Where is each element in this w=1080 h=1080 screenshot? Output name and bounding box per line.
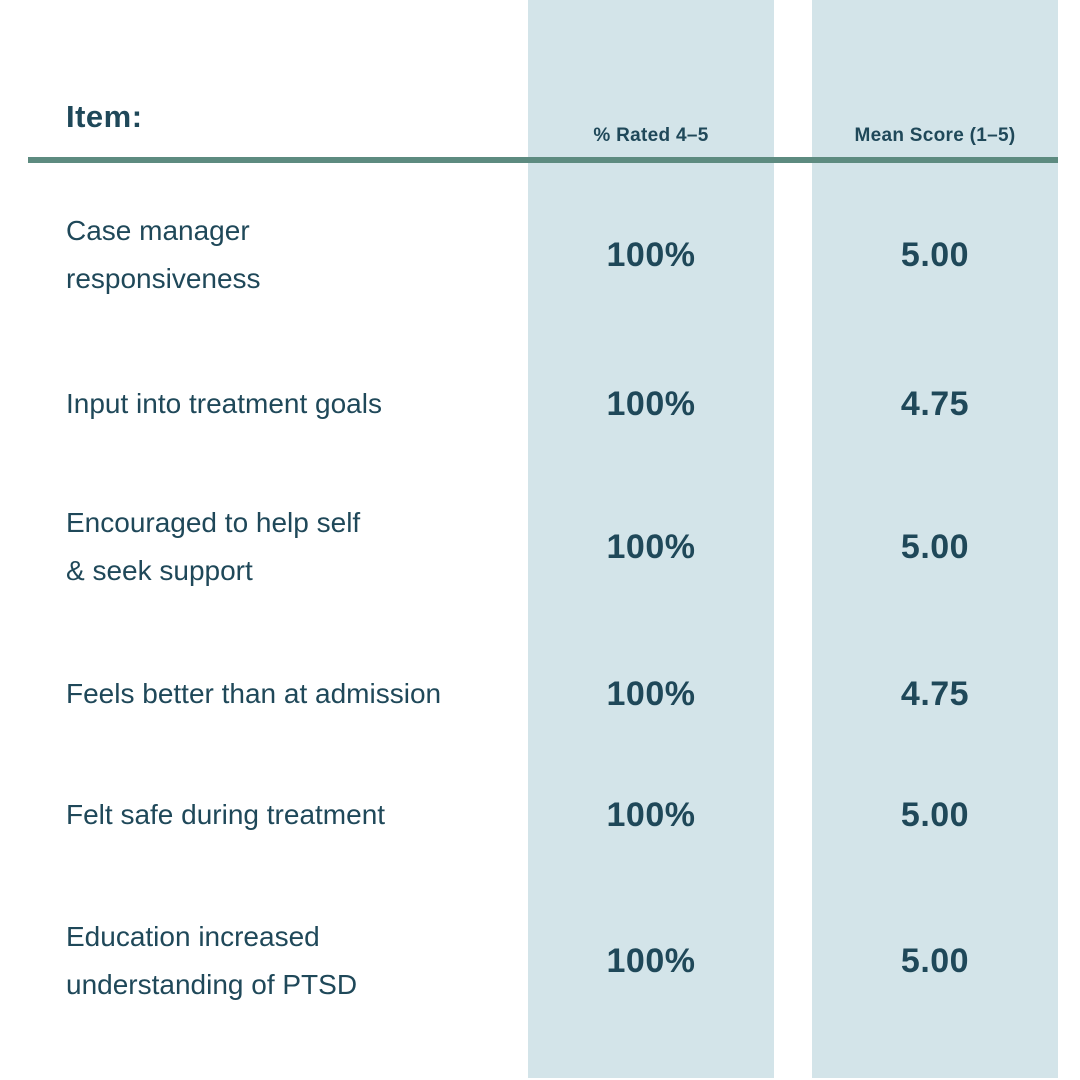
row-item-label: Case manager responsiveness [66, 215, 261, 294]
table-row: Education increased understanding of PTS… [0, 875, 1080, 1047]
header-divider-line [28, 157, 1058, 163]
mean-score-column-band [812, 0, 1058, 1078]
table-row: Input into treatment goals 100% 4.75 [0, 347, 1080, 461]
row-mean-score-value: 5.00 [900, 235, 970, 274]
row-pct-rated-value: 100% [606, 527, 696, 566]
row-pct-rated-value: 100% [606, 941, 696, 980]
row-pct-rated-value: 100% [606, 674, 696, 713]
table-row: Felt safe during treatment 100% 5.00 [0, 755, 1080, 875]
row-mean-score-value: 4.75 [900, 384, 970, 423]
row-mean-score-value: 5.00 [900, 795, 970, 834]
row-mean-score-value: 5.00 [900, 527, 970, 566]
row-mean-score-value: 5.00 [900, 941, 970, 980]
table-header-row: Item: % Rated 4–5 Mean Score (1–5) [0, 0, 1080, 157]
row-pct-rated-value: 100% [606, 384, 696, 423]
table-body: Case manager responsiveness 100% 5.00 In… [0, 163, 1080, 1047]
table-row: Feels better than at admission 100% 4.75 [0, 633, 1080, 755]
table-row: Encouraged to help self & seek support 1… [0, 461, 1080, 633]
table-row: Case manager responsiveness 100% 5.00 [0, 163, 1080, 347]
row-item-label: Input into treatment goals [66, 388, 382, 419]
row-pct-rated-value: 100% [606, 795, 696, 834]
pct-rated-column-band [528, 0, 774, 1078]
row-item-label: Education increased understanding of PTS… [66, 921, 358, 1000]
pct-rated-column-header: % Rated 4–5 [593, 125, 709, 146]
row-mean-score-value: 4.75 [900, 674, 970, 713]
row-pct-rated-value: 100% [606, 235, 696, 274]
mean-score-column-header: Mean Score (1–5) [854, 125, 1016, 146]
row-item-label: Encouraged to help self & seek support [66, 507, 361, 586]
row-item-label: Feels better than at admission [66, 678, 442, 709]
row-item-label: Felt safe during treatment [66, 799, 386, 830]
item-column-header: Item: [66, 99, 143, 134]
